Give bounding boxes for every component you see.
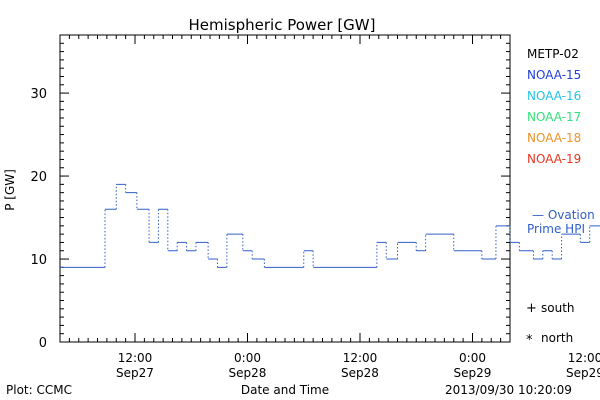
legend-entry: METP-02 [527,47,579,61]
x-tick-label-time: 0:00 [459,351,486,365]
south-marker-symbol: + [526,301,537,316]
plot-timestamp: 2013/09/30 10:20:09 [445,383,572,397]
plot-credit: Plot: CCMC [6,383,72,397]
y-axis-label: P [GW] [3,169,17,211]
north-marker-legend: * north [526,331,573,348]
x-tick-label-time: 12:00 [343,351,378,365]
x-axis: 12:00Sep270:00Sep2812:00Sep280:00Sep2912… [59,35,600,380]
plot-frame [59,34,511,343]
x-tick-label-date: Sep28 [229,366,267,380]
legend-entry: NOAA-16 [527,89,581,103]
x-tick-label-date: Sep29 [566,366,600,380]
x-tick-label-time: 0:00 [234,351,261,365]
x-tick-label-time: 12:00 [118,351,153,365]
x-tick-label-date: Sep28 [341,366,379,380]
south-marker-label: south [541,301,575,315]
y-tick-label: 30 [30,87,47,102]
south-marker-legend: + south [526,301,575,316]
y-tick-label: 20 [30,170,47,185]
ovation-legend-line1: — Ovation [532,208,595,222]
legend-entry: NOAA-19 [527,152,581,166]
x-tick-label-time: 12:00 [568,351,600,365]
x-tick-label-date: Sep29 [454,366,492,380]
north-marker-symbol: * [526,333,533,348]
y-tick-label: 10 [30,253,47,268]
ovation-prime-hpi-line [60,183,600,268]
legend-entry: NOAA-18 [527,131,581,145]
y-tick-label: 0 [39,336,47,351]
y-axis: 0 10 20 30 [30,34,510,351]
legend-entry: NOAA-17 [527,110,581,124]
legend: METP-02 NOAA-15 NOAA-16 NOAA-17 NOAA-18 NOAA-… [527,47,581,166]
x-tick-label-date: Sep27 [116,366,154,380]
north-marker-label: north [541,331,573,345]
x-axis-label: Date and Time [241,383,329,397]
chart-title: Hemispheric Power [GW] [189,16,376,34]
ovation-legend-line2: Prime HPI [527,222,585,236]
legend-entry: NOAA-15 [527,68,581,82]
